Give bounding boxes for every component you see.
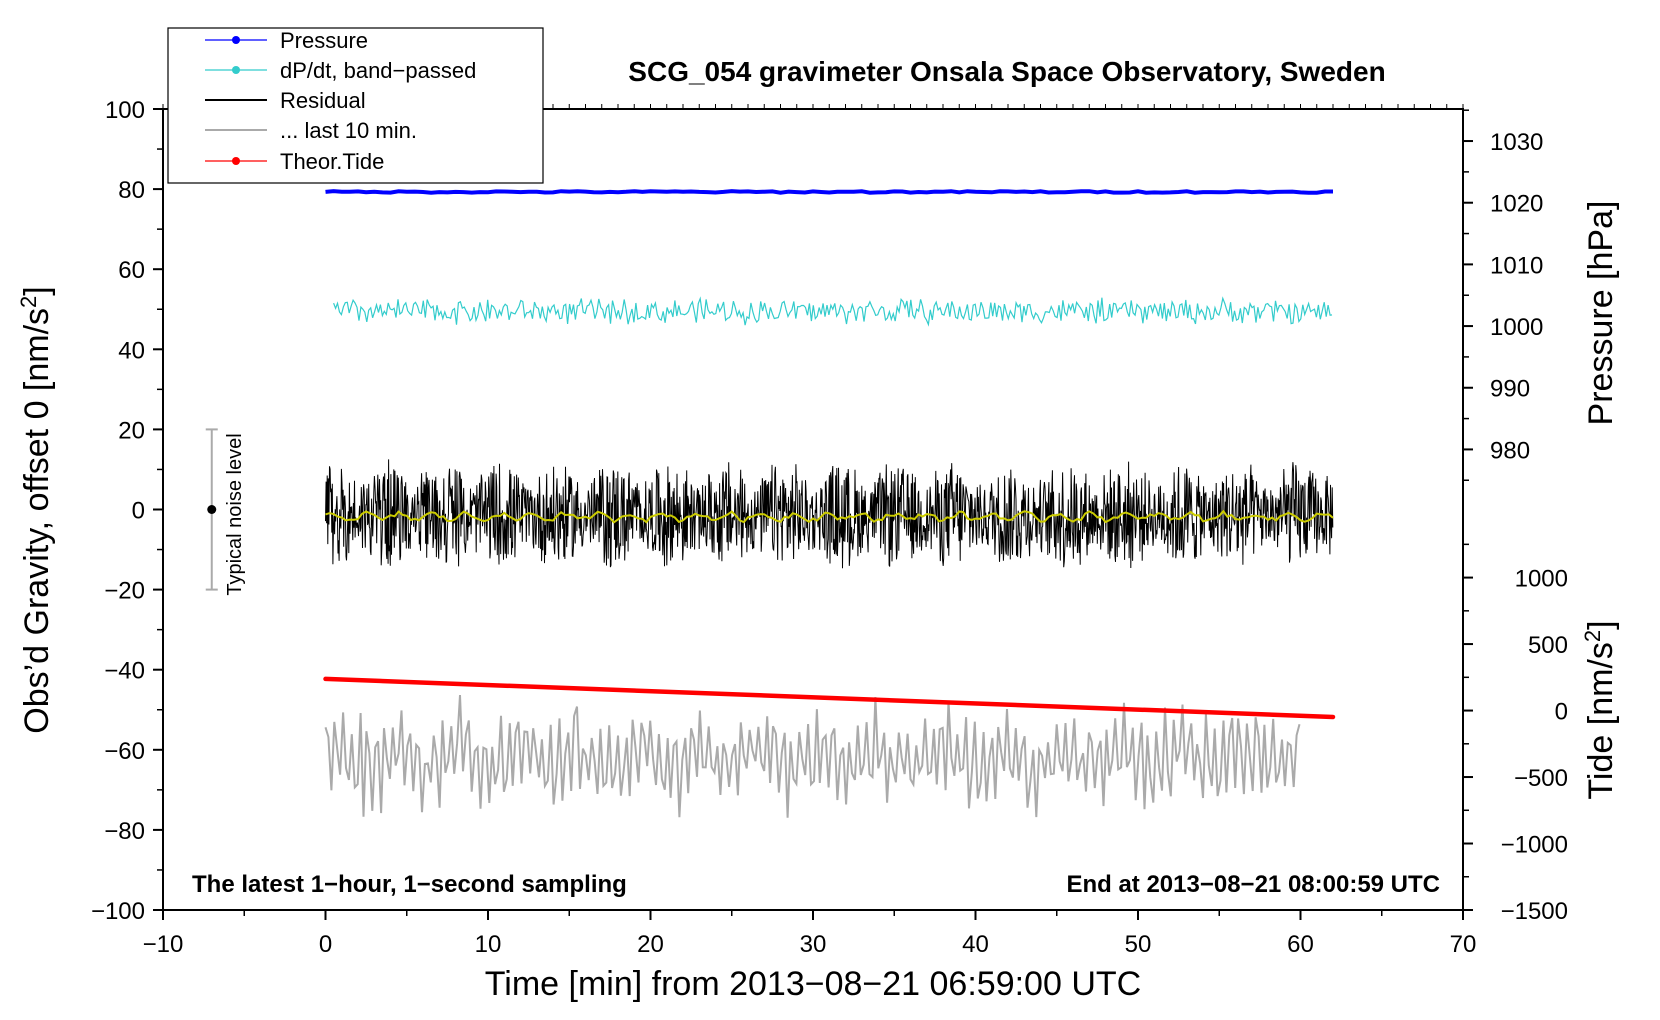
tide-tick-label: −500 <box>1514 765 1568 792</box>
y-tick-label: −20 <box>104 578 145 605</box>
x-tick-label: 70 <box>1450 931 1477 958</box>
x-tick-label: 10 <box>475 931 502 958</box>
series-pressure <box>325 189 1333 195</box>
pressure-tick-label: 1030 <box>1490 129 1543 156</box>
y-tick-label: 40 <box>118 337 145 364</box>
pressure-tick-label: 1000 <box>1490 314 1543 341</box>
y-tick-label: 60 <box>118 257 145 284</box>
y-tick-label: −80 <box>104 818 145 845</box>
legend-marker-pressure <box>232 36 240 44</box>
pressure-tick-label: 1020 <box>1490 191 1543 218</box>
pressure-tick-label: 1010 <box>1490 252 1543 279</box>
x-ticks: −10 0 10 20 30 40 50 60 70 <box>143 104 1477 958</box>
left-axis-label-main: Obs’d Gravity, offset 0 [nm/s <box>18 308 56 734</box>
legend-item-dpdt: dP/dt, band−passed <box>205 58 476 83</box>
left-axis-label-sup: 2 <box>16 296 41 308</box>
x-tick-label: 50 <box>1125 931 1152 958</box>
tide-axis-label-main: Tide [nm/s <box>1582 642 1620 799</box>
y-tick-label: 20 <box>118 417 145 444</box>
series-last-10-min <box>324 694 1301 818</box>
legend-item-pressure: Pressure <box>205 28 368 53</box>
tide-tick-label: 0 <box>1555 699 1568 726</box>
legend-item-residual: Residual <box>205 88 366 113</box>
tide-tick-label: 500 <box>1528 632 1568 659</box>
x-tick-label: 60 <box>1287 931 1314 958</box>
tide-axis-ticks: −1500 −1000 −500 0 500 1000 <box>1463 543 1568 925</box>
pressure-axis-ticks: 980 990 1000 1010 1020 1030 <box>1463 109 1543 482</box>
pressure-axis-label: Pressure [hPa] <box>1582 201 1620 426</box>
x-axis-label: Time [min] from 2013−08−21 06:59:00 UTC <box>485 965 1141 1003</box>
left-axis-ticks: −100 −80 −60 −40 −20 0 20 40 60 80 100 <box>91 97 163 925</box>
data-layer <box>323 189 1336 818</box>
legend: Pressure dP/dt, band−passed Residual ...… <box>167 27 544 184</box>
left-axis-label: Obs’d Gravity, offset 0 [nm/s2] <box>16 286 56 733</box>
annotation-sampling: The latest 1−hour, 1−second sampling <box>192 871 627 898</box>
y-tick-label: 100 <box>105 97 145 124</box>
x-tick-label: 30 <box>800 931 827 958</box>
x-tick-label: 0 <box>319 931 332 958</box>
tide-axis-label-end: ] <box>1582 620 1620 629</box>
series-dpdt <box>333 296 1333 327</box>
legend-box <box>167 27 544 184</box>
x-tick-label: −10 <box>143 931 184 958</box>
legend-label-pressure: Pressure <box>280 28 368 53</box>
pressure-tick-label: 980 <box>1490 437 1530 464</box>
y-tick-label: −60 <box>104 738 145 765</box>
noise-level-bar: Typical noise level <box>205 428 246 596</box>
noise-bar-center-dot <box>207 505 217 514</box>
y-tick-label: −40 <box>104 658 145 685</box>
legend-label-dpdt: dP/dt, band−passed <box>280 58 476 83</box>
legend-label-tide: Theor.Tide <box>280 149 384 174</box>
y-tick-label: 0 <box>132 498 145 525</box>
chart-title: SCG_054 gravimeter Onsala Space Observat… <box>628 56 1385 87</box>
tide-axis-label-sup: 2 <box>1580 630 1605 642</box>
tide-tick-label: 1000 <box>1515 566 1568 593</box>
series-theoretical-tide <box>323 676 1336 720</box>
legend-label-last10: ... last 10 min. <box>280 118 417 143</box>
legend-item-tide: Theor.Tide <box>205 149 384 174</box>
tide-tick-label: −1500 <box>1501 898 1568 925</box>
tide-tick-label: −1000 <box>1501 832 1568 859</box>
noise-bar-label: Typical noise level <box>224 433 246 595</box>
tide-axis-label: Tide [nm/s2] <box>1580 620 1620 799</box>
y-tick-label: 80 <box>118 177 145 204</box>
legend-item-last10: ... last 10 min. <box>205 118 417 143</box>
y-tick-label: −100 <box>91 898 145 925</box>
series-residual-smoothed <box>325 509 1334 524</box>
annotation-end-time: End at 2013−08−21 08:00:59 UTC <box>1066 871 1440 898</box>
legend-label-residual: Residual <box>280 88 366 113</box>
pressure-tick-label: 990 <box>1490 376 1530 403</box>
x-tick-label: 20 <box>637 931 664 958</box>
series-residual <box>325 459 1334 569</box>
legend-marker-tide <box>232 157 240 165</box>
legend-marker-dpdt <box>232 66 240 74</box>
left-axis-label-end: ] <box>18 286 56 295</box>
x-tick-label: 40 <box>962 931 989 958</box>
